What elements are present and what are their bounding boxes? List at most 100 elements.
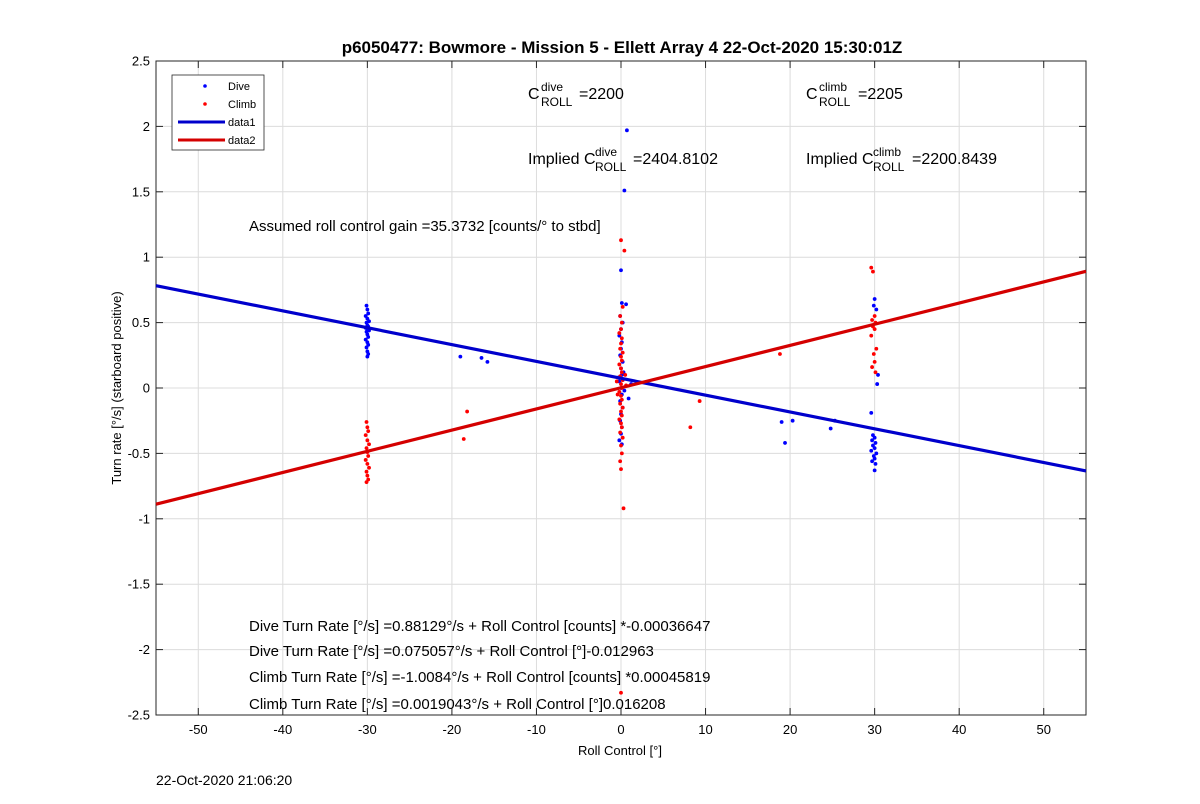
- climb-point: [365, 425, 370, 430]
- x-tick-label: -20: [443, 722, 462, 737]
- dive-point: [617, 438, 622, 443]
- legend-data2-label: data2: [228, 135, 256, 147]
- climb-point: [619, 393, 623, 398]
- climb-point: [614, 379, 619, 384]
- climb-point: [366, 429, 371, 434]
- y-tick-label: 2.5: [132, 54, 150, 69]
- dive-point: [625, 128, 629, 133]
- dive-point: [365, 307, 370, 312]
- climb-point: [366, 454, 371, 458]
- dive-point: [624, 302, 628, 307]
- dive-point: [626, 396, 631, 401]
- climb-point: [619, 467, 623, 471]
- x-tick-label: -50: [189, 722, 208, 737]
- dive-point: [872, 468, 877, 473]
- climb-point: [619, 421, 623, 426]
- y-tick-label: 0.5: [132, 315, 150, 330]
- legend-data1-label: data1: [228, 117, 256, 129]
- x-tick-label: 30: [867, 722, 881, 737]
- c-roll-dive-main: C: [528, 86, 540, 103]
- climb-point: [620, 305, 625, 309]
- climb-point: [620, 350, 625, 355]
- climb-point: [870, 318, 874, 322]
- climb-point: [619, 413, 624, 418]
- fit-equations: Dive Turn Rate [°/s] =0.88129°/s + Roll …: [249, 618, 710, 713]
- c-roll-climb-value: =2205: [858, 86, 903, 103]
- climb-point: [619, 443, 623, 448]
- climb-point: [461, 437, 466, 441]
- dive-point: [873, 441, 878, 445]
- dive-point: [619, 301, 624, 305]
- climb-point: [869, 265, 874, 270]
- dive-point: [872, 456, 877, 461]
- dive-point: [622, 188, 627, 193]
- climb-point: [465, 409, 470, 414]
- climb-point: [619, 409, 623, 414]
- climb-point: [778, 352, 782, 356]
- climb-point: [623, 373, 628, 377]
- dive-point: [872, 446, 877, 451]
- chart-title: p6050477: Bowmore - Mission 5 - Ellett A…: [342, 38, 903, 57]
- climb-point: [618, 314, 623, 318]
- y-tick-label: 1: [143, 250, 150, 265]
- dive-point: [869, 448, 874, 453]
- dive-point: [458, 354, 463, 359]
- dive-point: [875, 382, 880, 386]
- legend-dive-label: Dive: [228, 81, 250, 93]
- x-tick-label: 40: [952, 722, 966, 737]
- axis-ticks: -50 -40 -30 -20 -10 0 10 20 30 40 50-2.5-2-1.5-1-0…: [128, 54, 1086, 737]
- legend-climb-marker: [203, 102, 207, 106]
- dive-point: [479, 356, 484, 360]
- y-tick-label: -2.5: [128, 708, 150, 723]
- dive-point: [871, 303, 876, 308]
- climb-point: [618, 430, 623, 435]
- climb-point: [617, 331, 622, 335]
- dive-point: [485, 359, 490, 364]
- climb-point: [364, 420, 369, 424]
- climb-point: [872, 359, 877, 364]
- climb-point: [697, 399, 702, 403]
- dive-point: [873, 461, 878, 466]
- climb-point: [871, 352, 876, 356]
- x-tick-label: 50: [1036, 722, 1050, 737]
- legend: Dive Climb data1 data2: [171, 74, 265, 151]
- x-tick-label: -30: [358, 722, 377, 737]
- climb-point: [619, 320, 624, 325]
- y-tick-label: 1.5: [132, 184, 150, 199]
- legend-dive-marker: [203, 84, 207, 88]
- climb-point: [615, 392, 620, 397]
- climb-point: [364, 469, 369, 474]
- climb-points: [363, 238, 879, 695]
- data2-fit-line: [155, 269, 1087, 506]
- series-layer: [155, 128, 1087, 695]
- climb-point: [619, 336, 624, 341]
- climb-point: [617, 417, 622, 422]
- legend-box: [171, 74, 265, 151]
- c-roll-dive-value: =2200: [579, 86, 624, 103]
- dive-point: [617, 333, 622, 338]
- y-tick-label: -2: [138, 642, 150, 657]
- dive-point: [870, 459, 874, 464]
- climb-point: [617, 362, 622, 367]
- x-tick-label: 10: [698, 722, 712, 737]
- y-tick-label: 2: [143, 119, 150, 134]
- climb-point: [874, 346, 879, 351]
- x-tick-label: 20: [783, 722, 797, 737]
- implied-climb-value: =2200.8439: [912, 151, 997, 168]
- dive-point: [872, 297, 877, 301]
- climb-point: [365, 461, 370, 466]
- climb-point: [872, 327, 877, 332]
- c-roll-climb-sub: ROLL: [819, 95, 851, 109]
- y-tick-label: -1: [138, 511, 150, 526]
- climb-point: [619, 366, 623, 371]
- dive-point: [622, 388, 627, 393]
- climb-point: [873, 370, 878, 375]
- climb-point: [619, 451, 624, 456]
- implied-dive-annotation: Implied C dive ROLL =2404.8102: [528, 145, 718, 174]
- gain-annotation: Assumed roll control gain =35.3732 [coun…: [249, 218, 601, 235]
- print-timestamp: 22-Oct-2020 21:06:20: [156, 772, 293, 788]
- climb-point: [620, 405, 625, 410]
- climb-point: [364, 446, 369, 451]
- climb-point: [619, 370, 624, 375]
